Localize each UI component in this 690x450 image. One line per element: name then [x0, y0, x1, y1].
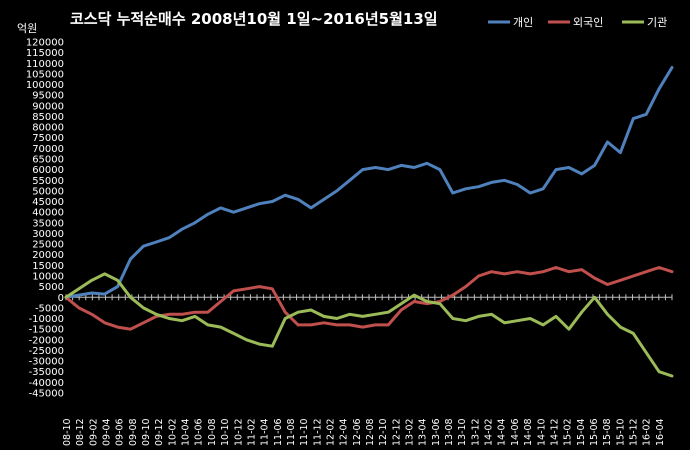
y-tick-label: 50000 — [32, 186, 64, 197]
x-tick-label: 09-12 — [154, 418, 165, 446]
x-tick-label: 10-04 — [181, 418, 192, 446]
x-tick-label: 12-04 — [339, 418, 350, 446]
y-tick-label: 60000 — [32, 165, 64, 176]
x-tick-label: 12-12 — [391, 418, 402, 446]
series-lines — [64, 66, 674, 378]
y-tick-label: 70000 — [32, 144, 64, 155]
x-tick-label: 15-10 — [615, 418, 626, 446]
x-tick-label: 10-08 — [207, 418, 218, 446]
y-tick-label: 75000 — [32, 133, 64, 144]
y-tick-label: 45000 — [32, 197, 64, 208]
chart-title: 코스닥 누적순매수 2008년10월 1일~2016년5월13일 — [70, 10, 438, 28]
y-tick-label: -40000 — [29, 378, 64, 389]
x-tick-label: 09-08 — [128, 418, 139, 446]
y-tick-label: 120000 — [26, 38, 64, 49]
y-tick-label: 100000 — [26, 80, 64, 91]
x-tick-label: 13-12 — [470, 418, 481, 446]
y-tick-label: 10000 — [32, 272, 64, 283]
y-tick-label: 0 — [58, 293, 64, 304]
series-line-개인 — [64, 66, 674, 299]
x-tick-label: 14-02 — [484, 418, 495, 446]
y-tick-label: 35000 — [32, 218, 64, 229]
y-tick-label: -35000 — [29, 367, 64, 378]
x-tick-label: 09-02 — [88, 418, 99, 446]
y-tick-label: 25000 — [32, 240, 64, 251]
y-tick-label: -20000 — [29, 335, 64, 346]
x-axis: 08-10 08-12 09-02 09-04 09-06 09-08 09-10 09-12… — [62, 294, 673, 446]
y-tick-label: -5000 — [35, 303, 64, 314]
y-tick-label: 115000 — [26, 48, 64, 59]
x-tick-label: 14-08 — [523, 418, 534, 446]
x-tick-label: 15-04 — [576, 418, 587, 446]
legend-label: 개인 — [513, 16, 533, 29]
series-line-외국인 — [64, 266, 674, 331]
series-line-기관 — [64, 272, 674, 378]
y-axis: 1200001150001100001050001000009500090000… — [26, 38, 64, 400]
y-tick-label: 90000 — [32, 101, 64, 112]
y-tick-label: 55000 — [32, 176, 64, 187]
x-tick-label: 12-10 — [378, 418, 389, 446]
y-tick-label: -25000 — [29, 346, 64, 357]
x-tick-label: 16-02 — [642, 418, 653, 446]
y-axis-unit: 억원 — [17, 22, 37, 35]
y-tick-label: 85000 — [32, 112, 64, 123]
x-tick-label: 11-10 — [299, 418, 310, 446]
x-tick-label: 10-12 — [233, 418, 244, 446]
x-tick-label: 14-04 — [497, 418, 508, 446]
y-tick-label: 5000 — [39, 282, 64, 293]
x-tick-label: 15-12 — [628, 418, 639, 446]
x-tick-label: 15-02 — [563, 418, 574, 446]
x-tick-label: 12-02 — [325, 418, 336, 446]
y-tick-label: 80000 — [32, 123, 64, 134]
y-tick-label: 20000 — [32, 250, 64, 261]
y-tick-label: -10000 — [29, 314, 64, 325]
y-tick-label: -45000 — [29, 389, 64, 400]
x-tick-label: 14-10 — [536, 418, 547, 446]
x-tick-label: 10-02 — [167, 418, 178, 446]
legend-label: 외국인 — [573, 16, 603, 29]
y-tick-label: 105000 — [26, 69, 64, 80]
y-tick-label: -30000 — [29, 357, 64, 368]
x-tick-label: 10-10 — [220, 418, 231, 446]
y-tick-label: 15000 — [32, 261, 64, 272]
y-tick-label: 95000 — [32, 91, 64, 102]
x-tick-label: 12-08 — [365, 418, 376, 446]
x-tick-label: 16-04 — [655, 418, 666, 446]
x-tick-label: 11-08 — [286, 418, 297, 446]
x-tick-label: 13-02 — [405, 418, 416, 446]
y-tick-label: -15000 — [29, 325, 64, 336]
x-tick-label: 11-12 — [312, 418, 323, 446]
x-tick-label: 11-04 — [260, 418, 271, 446]
x-tick-label: 14-06 — [510, 418, 521, 446]
x-tick-label: 13-06 — [431, 418, 442, 446]
x-tick-label: 08-12 — [75, 418, 86, 446]
x-tick-label: 08-10 — [62, 418, 73, 446]
x-tick-label: 13-04 — [418, 418, 429, 446]
x-tick-label: 09-04 — [102, 418, 113, 446]
x-tick-label: 15-08 — [602, 418, 613, 446]
x-tick-label: 09-10 — [141, 418, 152, 446]
legend-label: 기관 — [647, 16, 667, 29]
y-tick-label: 30000 — [32, 229, 64, 240]
x-tick-label: 13-08 — [444, 418, 455, 446]
x-tick-label: 10-06 — [194, 418, 205, 446]
x-tick-label: 13-10 — [457, 418, 468, 446]
x-tick-label: 11-06 — [273, 418, 284, 446]
x-tick-label: 11-02 — [246, 418, 257, 446]
x-tick-label: 15-06 — [589, 418, 600, 446]
y-tick-label: 110000 — [26, 59, 64, 70]
y-tick-label: 40000 — [32, 208, 64, 219]
y-tick-label: 65000 — [32, 155, 64, 166]
legend: 개인 외국인 기관 — [488, 16, 667, 29]
x-tick-label: 12-06 — [352, 418, 363, 446]
x-tick-label: 14-12 — [549, 418, 560, 446]
x-tick-label: 09-06 — [115, 418, 126, 446]
